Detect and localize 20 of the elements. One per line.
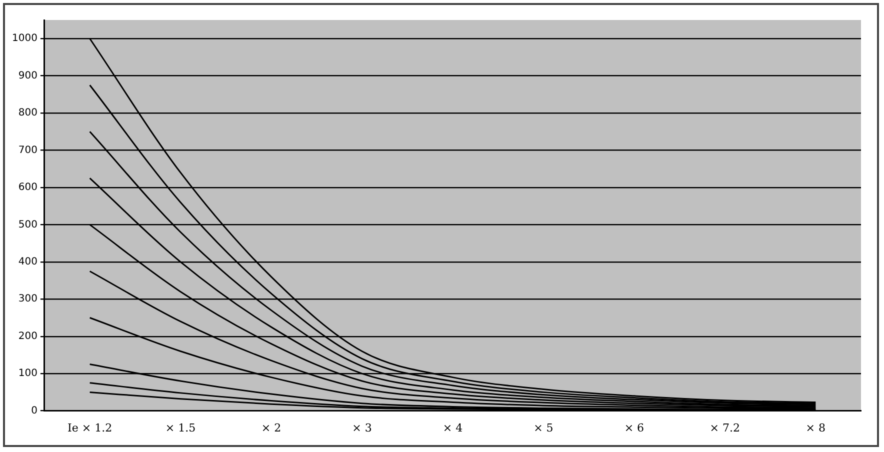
x-tick-label: × 2 (261, 421, 282, 434)
x-tick-label: × 8 (806, 421, 826, 434)
y-tick-label: 100 (18, 368, 38, 380)
y-tick-label: 300 (18, 294, 38, 305)
y-tick-label: 600 (18, 182, 38, 194)
y-tick-label: 700 (18, 144, 38, 156)
x-tick-label: × 6 (624, 421, 644, 434)
x-tick-label: Ie × 1.2 (68, 421, 112, 434)
x-tick-label: × 3 (352, 421, 372, 434)
y-tick-label: 400 (18, 256, 38, 268)
x-tick-label: × 1.5 (165, 421, 196, 434)
y-tick-label: 900 (18, 70, 38, 82)
x-tick-label: × 4 (442, 421, 463, 434)
y-tick-label: 0 (31, 405, 38, 416)
x-tick-label: × 5 (534, 421, 554, 434)
y-tick-label: 800 (18, 108, 38, 119)
y-tick-label: 500 (18, 219, 38, 230)
y-tick-label: 1000 (12, 33, 38, 44)
y-tick-label: 200 (18, 330, 38, 342)
x-tick-label: × 7.2 (710, 421, 740, 434)
